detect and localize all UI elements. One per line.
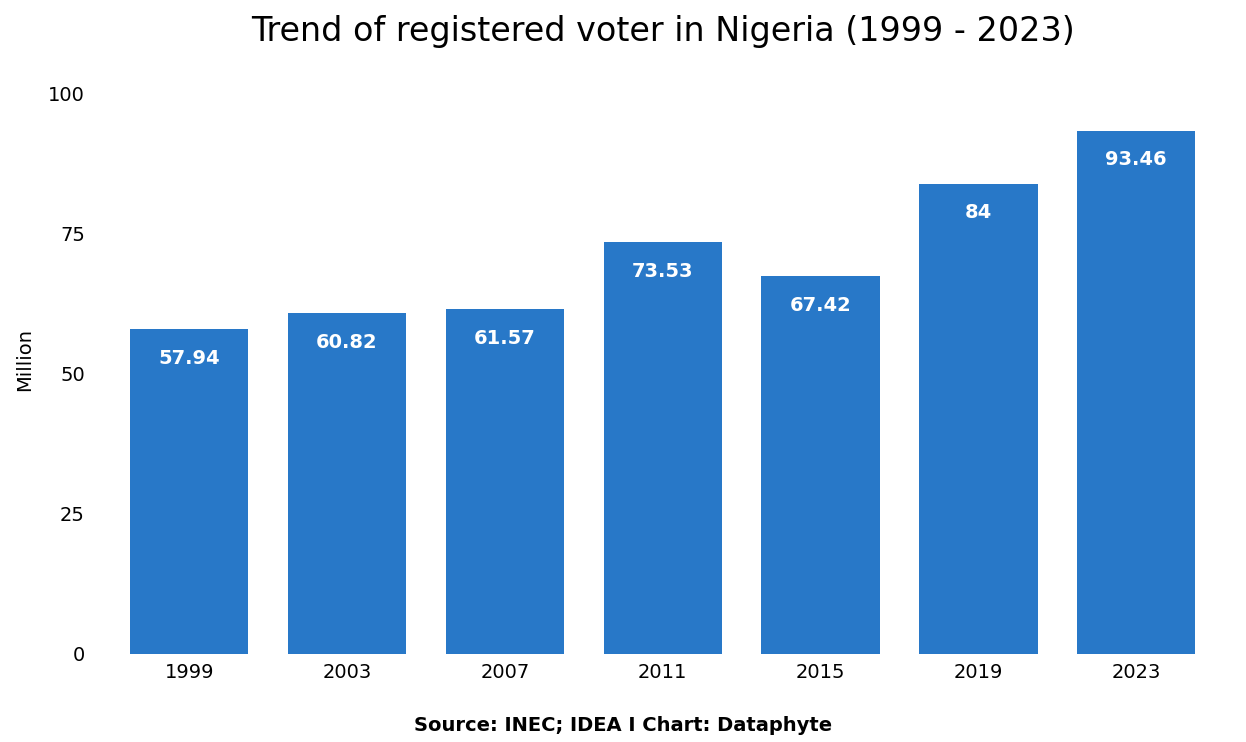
Bar <box>603 242 721 654</box>
Bar <box>761 276 880 654</box>
Bar <box>446 309 564 654</box>
Bar <box>1077 131 1195 654</box>
Y-axis label: Million: Million <box>15 329 34 391</box>
Text: 57.94: 57.94 <box>158 349 221 368</box>
Text: 73.53: 73.53 <box>632 262 694 280</box>
Text: 84: 84 <box>964 203 992 222</box>
Title: Trend of registered voter in Nigeria (1999 - 2023): Trend of registered voter in Nigeria (19… <box>250 15 1074 48</box>
Bar <box>288 313 406 654</box>
Text: 93.46: 93.46 <box>1105 150 1168 169</box>
Text: Source: INEC; IDEA I Chart: Dataphyte: Source: INEC; IDEA I Chart: Dataphyte <box>414 715 832 735</box>
Text: 60.82: 60.82 <box>316 333 378 352</box>
Text: 67.42: 67.42 <box>790 296 851 315</box>
Bar <box>130 329 248 654</box>
Bar <box>920 183 1038 654</box>
Text: 61.57: 61.57 <box>473 329 536 348</box>
